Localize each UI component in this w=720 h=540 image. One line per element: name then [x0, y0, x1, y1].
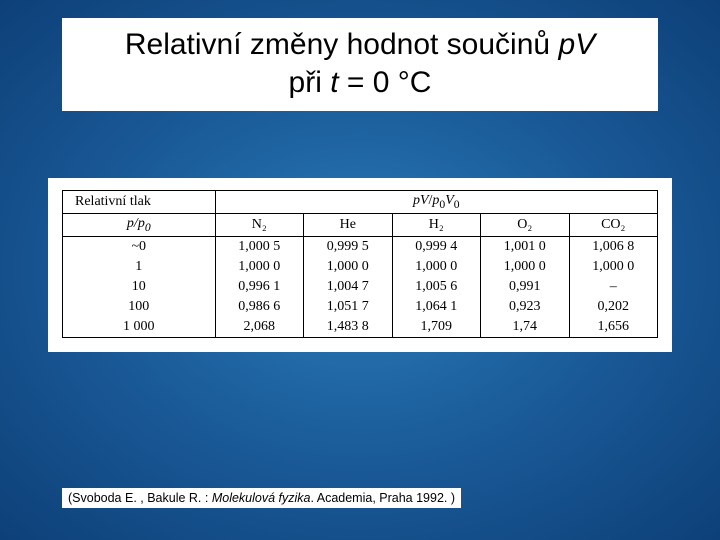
header-gas-o2: O₂ — [481, 213, 569, 236]
cell-value: 0,999 5 — [304, 236, 392, 257]
cell-pressure: ~0 — [63, 236, 216, 257]
cell-pressure: 1 000 — [63, 317, 216, 338]
table-header-row-2: p/p0 N₂ He H₂ O₂ CO₂ — [63, 213, 658, 236]
cell-value: 1,004 7 — [304, 277, 392, 297]
cell-value: 1,000 0 — [392, 257, 480, 277]
citation-publisher: . Academia, Praha 1992. ) — [310, 491, 455, 505]
cell-value: 1,483 8 — [304, 317, 392, 338]
cell-value: 0,991 — [481, 277, 569, 297]
cell-value: 1,000 0 — [215, 257, 303, 277]
title-part-2c: = 0 °C — [339, 66, 432, 99]
cell-value: 0,996 1 — [215, 277, 303, 297]
cell-value: 1,656 — [569, 317, 658, 338]
table-row: 1 1,000 0 1,000 0 1,000 0 1,000 0 1,000 … — [63, 257, 658, 277]
title-pv: pV — [558, 28, 595, 61]
table-row: 1 000 2,068 1,483 8 1,709 1,74 1,656 — [63, 317, 658, 338]
table-body: ~0 1,000 5 0,999 5 0,999 4 1,001 0 1,006… — [63, 236, 658, 337]
cell-value: 1,000 0 — [569, 257, 658, 277]
cell-pressure: 1 — [63, 257, 216, 277]
cell-value: 1,000 0 — [481, 257, 569, 277]
cell-value: 0,923 — [481, 297, 569, 317]
table-row: 10 0,996 1 1,004 7 1,005 6 0,991 – — [63, 277, 658, 297]
slide-title: Relativní změny hodnot součinů pV při t … — [74, 26, 646, 101]
cell-value: – — [569, 277, 658, 297]
header-gas-n2: N₂ — [215, 213, 303, 236]
cell-value: 1,001 0 — [481, 236, 569, 257]
cell-value: 0,986 6 — [215, 297, 303, 317]
header-gas-h2: H₂ — [392, 213, 480, 236]
cell-value: 0,999 4 — [392, 236, 480, 257]
cell-value: 1,051 7 — [304, 297, 392, 317]
header-pv-ratio: pV/p0V0 — [215, 191, 657, 214]
cell-value: 1,709 — [392, 317, 480, 338]
cell-value: 1,064 1 — [392, 297, 480, 317]
header-gas-he: He — [304, 213, 392, 236]
cell-pressure: 100 — [63, 297, 216, 317]
table-header-row-1: Relativní tlak pV/p0V0 — [63, 191, 658, 214]
citation-title: Molekulová fyzika — [212, 491, 311, 505]
cell-value: 0,202 — [569, 297, 658, 317]
title-part-1: Relativní změny hodnot součinů — [125, 28, 559, 61]
data-table: Relativní tlak pV/p0V0 p/p0 N₂ He H₂ O₂ … — [62, 190, 658, 338]
cell-pressure: 10 — [63, 277, 216, 297]
cell-value: 1,005 6 — [392, 277, 480, 297]
cell-value: 1,74 — [481, 317, 569, 338]
cell-value: 1,006 8 — [569, 236, 658, 257]
header-gas-co2: CO₂ — [569, 213, 658, 236]
citation-authors: (Svoboda E. , Bakule R. : — [68, 491, 212, 505]
title-t: t — [330, 66, 338, 99]
cell-value: 1,000 0 — [304, 257, 392, 277]
cell-value: 1,000 5 — [215, 236, 303, 257]
cell-value: 2,068 — [215, 317, 303, 338]
table-row: ~0 1,000 5 0,999 5 0,999 4 1,001 0 1,006… — [63, 236, 658, 257]
title-box: Relativní změny hodnot součinů pV při t … — [62, 18, 658, 111]
header-relative-pressure: Relativní tlak — [63, 191, 216, 214]
citation: (Svoboda E. , Bakule R. : Molekulová fyz… — [62, 488, 461, 508]
data-table-container: Relativní tlak pV/p0V0 p/p0 N₂ He H₂ O₂ … — [48, 178, 672, 352]
header-p-ratio: p/p0 — [63, 213, 216, 236]
title-part-2a: při — [289, 66, 331, 99]
table-row: 100 0,986 6 1,051 7 1,064 1 0,923 0,202 — [63, 297, 658, 317]
